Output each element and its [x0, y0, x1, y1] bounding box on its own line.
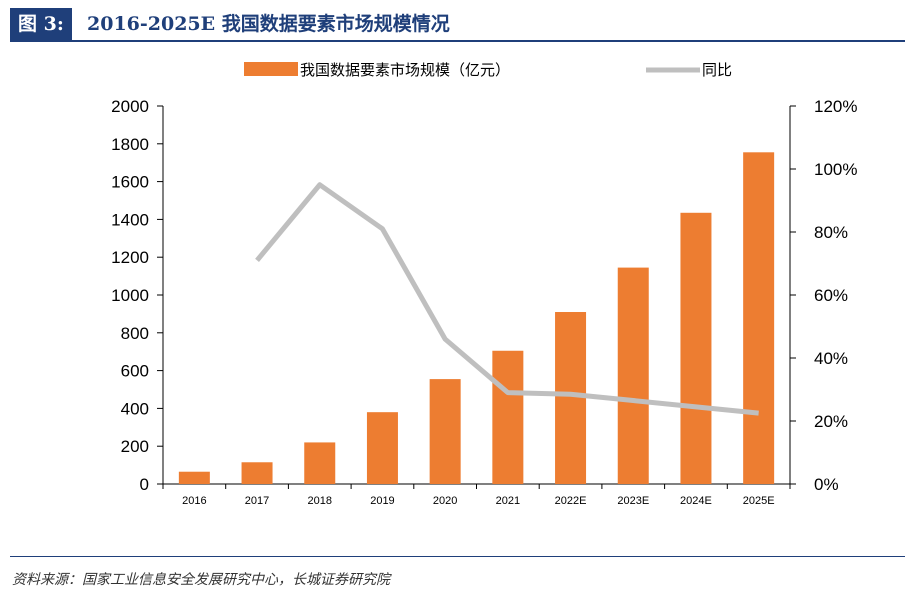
figure-label: 图 3:: [10, 8, 72, 40]
x-axis-category-label: 2020: [433, 495, 457, 507]
x-axis-category-label: 2017: [245, 495, 269, 507]
bar: [492, 350, 524, 484]
bar: [743, 152, 775, 484]
yoy-line: [255, 182, 759, 416]
left-axis-tick-label: 2000: [111, 97, 149, 116]
x-axis-category-label: 2021: [496, 495, 520, 507]
left-axis-tick-label: 1400: [111, 210, 149, 229]
left-axis-tick-label: 600: [121, 362, 149, 381]
bar: [304, 442, 336, 484]
legend-line-label: 同比: [702, 61, 732, 79]
x-axis-category-label: 2025E: [743, 495, 775, 507]
right-axis-tick-label: 20%: [814, 412, 848, 431]
x-axis-category-label: 2023E: [617, 495, 649, 507]
x-axis-category-label: 2019: [370, 495, 394, 507]
right-axis-tick-label: 0%: [814, 475, 839, 494]
x-axis-category-label: 2022E: [555, 495, 587, 507]
footer-rule: [10, 556, 905, 557]
bar: [241, 462, 273, 484]
title-bar: 图 3: 2016-2025E 我国数据要素市场规模情况: [10, 8, 905, 42]
left-axis-tick-label: 1000: [111, 286, 149, 305]
x-axis-category-label: 2024E: [680, 495, 712, 507]
bar: [555, 312, 587, 484]
x-axis-category-label: 2016: [182, 495, 206, 507]
right-axis-tick-label: 120%: [814, 97, 857, 116]
legend-bar-label: 我国数据要素市场规模（亿元）: [300, 61, 510, 79]
left-axis-tick-label: 1200: [111, 248, 149, 267]
bar: [178, 471, 210, 484]
left-axis-tick-label: 1800: [111, 135, 149, 154]
left-axis-tick-label: 800: [121, 324, 149, 343]
left-axis-tick-label: 0: [140, 475, 149, 494]
chart: 0 200 400 600 800 1000 1200 1400 1600 1800 2000 0% 2…: [111, 61, 857, 507]
figure-title: 2016-2025E 我国数据要素市场规模情况: [87, 13, 450, 35]
left-axis-tick-label: 200: [121, 437, 149, 456]
bar: [366, 412, 398, 484]
right-axis-tick-label: 100%: [814, 160, 857, 179]
bar: [680, 212, 712, 484]
right-axis-tick-label: 40%: [814, 349, 848, 368]
right-axis-tick-label: 60%: [814, 286, 848, 305]
left-axis-tick-label: 400: [121, 399, 149, 418]
right-axis-tick-label: 80%: [814, 223, 848, 242]
bar: [617, 267, 649, 484]
x-axis-category-label: 2018: [308, 495, 332, 507]
legend-bar-swatch: [244, 62, 298, 76]
bar: [429, 379, 461, 484]
left-axis-tick-label: 1600: [111, 173, 149, 192]
source-note: 资料来源：国家工业信息安全发展研究中心，长城证券研究院: [12, 572, 390, 588]
